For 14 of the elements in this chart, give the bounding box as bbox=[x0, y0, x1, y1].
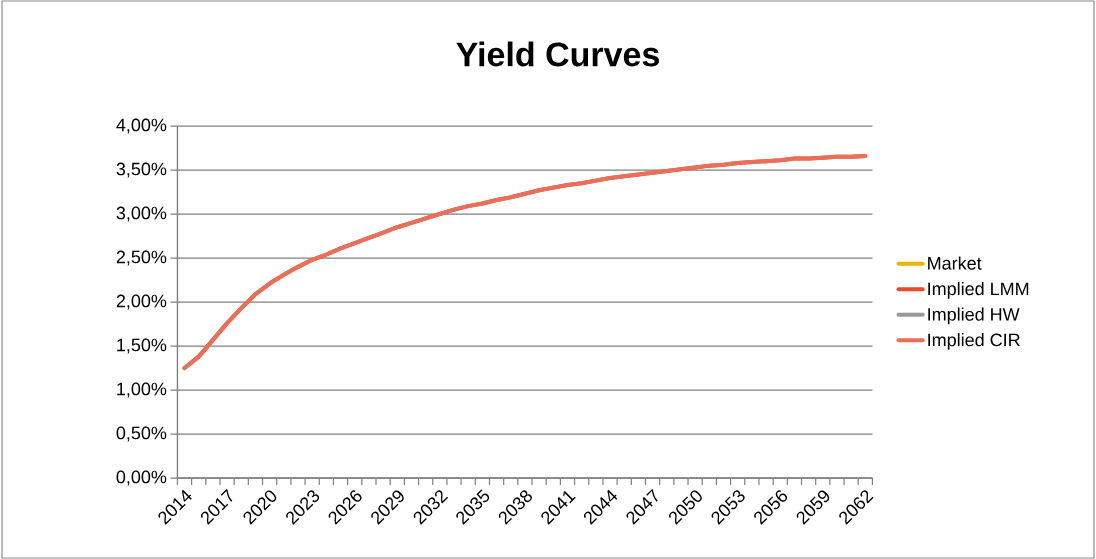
legend-label: Implied LMM bbox=[928, 281, 1029, 299]
legend-label: Market bbox=[928, 256, 982, 270]
y-tick-label: 2,00% bbox=[116, 294, 167, 310]
y-tick-label: 3,00% bbox=[116, 206, 167, 222]
y-tick-label: 2,50% bbox=[116, 250, 167, 266]
chart-title: Yield Curves bbox=[456, 41, 659, 67]
y-tick-label: 3,50% bbox=[116, 162, 167, 178]
legend-label: Implied CIR bbox=[928, 333, 1020, 350]
y-tick-label: 0,00% bbox=[116, 470, 167, 486]
y-tick-label: 1,50% bbox=[117, 338, 167, 354]
y-tick-label: 1,00% bbox=[117, 382, 167, 398]
y-tick-label: 4,00% bbox=[116, 118, 167, 134]
legend-label: Implied HW bbox=[928, 307, 1020, 325]
y-tick-label: 0,50% bbox=[116, 426, 167, 442]
